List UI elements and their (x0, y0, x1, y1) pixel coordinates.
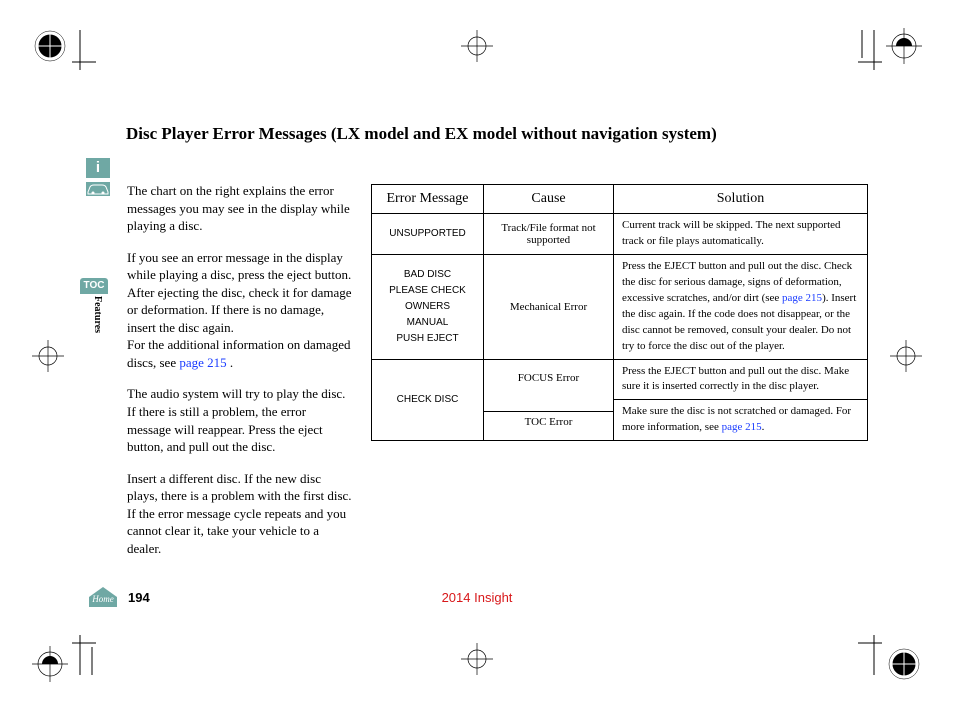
registration-mark-bl (32, 646, 68, 682)
cell-sol-unsupported: Current track will be skipped. The next … (614, 214, 868, 255)
footer-model: 2014 Insight (0, 590, 954, 605)
cell-msg-checkdisc: CHECK DISC (372, 359, 484, 441)
paragraph-2b-post: . (227, 355, 234, 370)
link-page-215-c[interactable]: page 215 (722, 421, 762, 433)
paragraph-4: Insert a different disc. If the new disc… (127, 470, 353, 558)
error-table: Error Message Cause Solution UNSUPPORTED… (371, 184, 868, 441)
header-error-message: Error Message (372, 185, 484, 214)
cell-sol-mechanical: Press the EJECT button and pull out the … (614, 254, 868, 359)
sub-sol-toc: Make sure the disc is not scratched or d… (614, 400, 867, 440)
center-mark-bottom (459, 641, 495, 682)
sub-sol-focus: Press the EJECT button and pull out the … (614, 360, 867, 401)
sub-sol-toc-post: . (762, 421, 765, 433)
cell-cause-checkdisc: FOCUS Error TOC Error (484, 359, 614, 441)
header-solution: Solution (614, 185, 868, 214)
cell-cause-unsupported: Track/File format not supported (484, 214, 614, 255)
cell-msg-baddisc: BAD DISC PLEASE CHECK OWNERS MANUAL PUSH… (372, 254, 484, 359)
table-header-row: Error Message Cause Solution (372, 185, 868, 214)
section-label: Features (92, 296, 103, 333)
registration-mark-tl (32, 28, 68, 64)
msg-line: OWNERS (405, 301, 450, 312)
msg-line: MANUAL (407, 317, 449, 328)
paragraph-3: The audio system will try to play the di… (127, 385, 353, 455)
link-page-215-b[interactable]: page 215 (782, 292, 822, 304)
cell-msg-unsupported: UNSUPPORTED (372, 214, 484, 255)
msg-line: PLEASE CHECK (389, 285, 466, 296)
crop-mark-tl (72, 30, 96, 75)
paragraph-2b-pre: For the additional information on damage… (127, 337, 350, 370)
msg-line: BAD DISC (404, 269, 451, 280)
msg-line: PUSH EJECT (396, 333, 458, 344)
cell-cause-mechanical: Mechanical Error (484, 254, 614, 359)
center-mark-right (888, 338, 924, 379)
sub-cause-toc: TOC Error (484, 412, 613, 432)
paragraph-1: The chart on the right explains the erro… (127, 182, 353, 235)
cell-sol-checkdisc: Press the EJECT button and pull out the … (614, 359, 868, 441)
table-row: BAD DISC PLEASE CHECK OWNERS MANUAL PUSH… (372, 254, 868, 359)
center-mark-left (30, 338, 66, 379)
sub-cause-focus: FOCUS Error (484, 368, 613, 412)
info-icon[interactable]: i (86, 158, 110, 178)
paragraph-2: If you see an error message in the displ… (127, 249, 353, 372)
registration-mark-tr (886, 28, 922, 64)
header-cause: Cause (484, 185, 614, 214)
table-row: CHECK DISC FOCUS Error TOC Error Press t… (372, 359, 868, 441)
crop-mark-tr (858, 30, 882, 75)
table-row: UNSUPPORTED Track/File format not suppor… (372, 214, 868, 255)
toc-tab[interactable]: TOC (80, 278, 108, 294)
crop-mark-bl (72, 635, 96, 680)
link-page-215-a[interactable]: page 215 (179, 355, 226, 370)
paragraph-2a: If you see an error message in the displ… (127, 250, 352, 335)
body-text: The chart on the right explains the erro… (127, 182, 353, 571)
car-icon[interactable] (86, 182, 110, 196)
center-mark-top (459, 28, 495, 69)
page-title: Disc Player Error Messages (LX model and… (126, 124, 717, 144)
registration-mark-br (886, 646, 922, 682)
crop-mark-br (858, 635, 882, 680)
